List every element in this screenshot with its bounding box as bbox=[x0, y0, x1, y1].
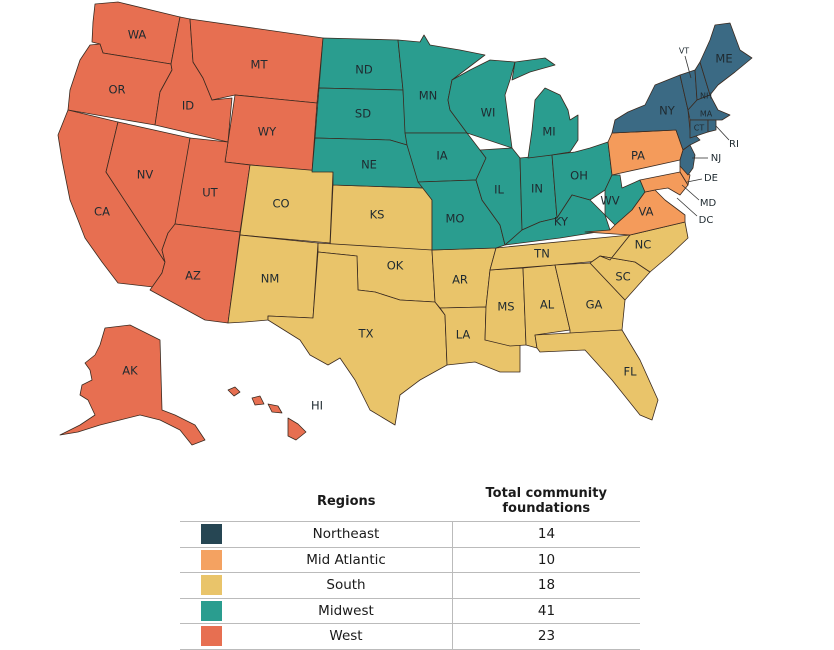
state-HI-2 bbox=[251, 395, 265, 406]
state-HI-3 bbox=[267, 403, 283, 414]
region-name: Mid Atlantic bbox=[240, 547, 453, 573]
swatch-northeast bbox=[201, 524, 222, 545]
state-PA bbox=[607, 129, 684, 176]
label-AR: AR bbox=[452, 273, 468, 287]
regions-legend-table: Regions Total community foundations Nort… bbox=[180, 486, 640, 650]
label-TN: TN bbox=[533, 247, 550, 261]
region-total: 41 bbox=[452, 598, 640, 624]
label-KY: KY bbox=[554, 215, 569, 229]
label-AK: AK bbox=[122, 364, 138, 378]
label-NY: NY bbox=[659, 104, 676, 118]
state-AK bbox=[59, 324, 206, 446]
legend-row: Midwest 41 bbox=[180, 598, 640, 624]
label-MA: MA bbox=[700, 110, 713, 119]
label-CA: CA bbox=[94, 205, 110, 219]
region-total: 14 bbox=[452, 521, 640, 548]
label-MN: MN bbox=[419, 89, 438, 103]
swatch-west bbox=[201, 626, 222, 647]
label-SD: SD bbox=[355, 107, 371, 121]
label-NV: NV bbox=[137, 168, 154, 182]
label-WY: WY bbox=[258, 125, 277, 139]
label-MO: MO bbox=[446, 212, 465, 226]
state-MI bbox=[511, 57, 579, 159]
label-KS: KS bbox=[370, 208, 385, 222]
label-CT: CT bbox=[694, 124, 705, 133]
swatch-mid-atlantic bbox=[201, 549, 222, 570]
label-RI: RI bbox=[729, 139, 739, 150]
label-UT: UT bbox=[202, 186, 218, 200]
label-NM: NM bbox=[261, 272, 280, 286]
label-HI: HI bbox=[311, 399, 323, 413]
label-MT: MT bbox=[251, 58, 269, 72]
label-MD: MD bbox=[700, 198, 717, 209]
label-VA: VA bbox=[639, 205, 654, 219]
state-FL bbox=[534, 329, 659, 421]
region-name: West bbox=[240, 623, 453, 650]
label-NH: NH bbox=[700, 92, 712, 101]
state-WI bbox=[447, 59, 516, 149]
label-IL: IL bbox=[494, 183, 504, 197]
us-regions-map: WA OR CA ID NV MT WY UT AZ AK HI CO NM K… bbox=[57, 1, 753, 446]
state-NJ bbox=[679, 144, 696, 176]
state-NE bbox=[311, 137, 426, 189]
label-NC: NC bbox=[635, 238, 652, 252]
state-TX bbox=[267, 251, 448, 426]
state-KY bbox=[504, 194, 611, 246]
legend-row: Mid Atlantic 10 bbox=[180, 547, 640, 573]
label-DC: DC bbox=[699, 215, 714, 226]
header-total: Total community foundations bbox=[452, 486, 640, 522]
state-HI-1 bbox=[227, 386, 241, 397]
header-regions: Regions bbox=[240, 486, 453, 522]
label-FL: FL bbox=[623, 365, 637, 379]
label-WI: WI bbox=[481, 106, 496, 120]
label-CO: CO bbox=[272, 197, 289, 211]
label-GA: GA bbox=[586, 298, 603, 312]
region-name: South bbox=[240, 572, 453, 599]
legend-row: West 23 bbox=[180, 623, 640, 650]
legend-row: Northeast 14 bbox=[180, 521, 640, 548]
legend-header-row: Regions Total community foundations bbox=[180, 486, 640, 522]
swatch-south bbox=[201, 575, 222, 596]
label-OK: OK bbox=[387, 259, 404, 273]
label-MS: MS bbox=[497, 300, 514, 314]
state-ME bbox=[699, 22, 753, 96]
label-VT: VT bbox=[679, 47, 689, 56]
region-total: 18 bbox=[452, 572, 640, 599]
label-ND: ND bbox=[355, 63, 373, 77]
region-total: 23 bbox=[452, 623, 640, 650]
label-IN: IN bbox=[531, 182, 543, 196]
label-LA: LA bbox=[456, 328, 471, 342]
label-WA: WA bbox=[128, 28, 147, 42]
region-name: Midwest bbox=[240, 598, 453, 624]
label-OR: OR bbox=[108, 83, 125, 97]
label-WV: WV bbox=[600, 194, 619, 208]
region-total: 10 bbox=[452, 547, 640, 573]
legend-row: South 18 bbox=[180, 572, 640, 599]
label-DE: DE bbox=[704, 173, 718, 184]
label-IA: IA bbox=[436, 149, 447, 163]
state-HI-4 bbox=[287, 417, 307, 441]
label-PA: PA bbox=[631, 149, 645, 163]
region-name: Northeast bbox=[240, 521, 453, 548]
label-OH: OH bbox=[570, 169, 588, 183]
state-RI bbox=[707, 119, 717, 133]
label-AL: AL bbox=[540, 298, 555, 312]
label-TX: TX bbox=[358, 327, 374, 341]
label-NE: NE bbox=[361, 158, 377, 172]
label-SC: SC bbox=[615, 270, 630, 284]
label-ME: ME bbox=[715, 52, 732, 66]
swatch-midwest bbox=[201, 600, 222, 621]
label-AZ: AZ bbox=[185, 269, 201, 283]
label-NJ: NJ bbox=[711, 153, 721, 164]
label-ID: ID bbox=[182, 99, 194, 113]
state-MD bbox=[639, 171, 689, 196]
state-IL bbox=[475, 147, 523, 246]
label-MI: MI bbox=[542, 125, 555, 139]
